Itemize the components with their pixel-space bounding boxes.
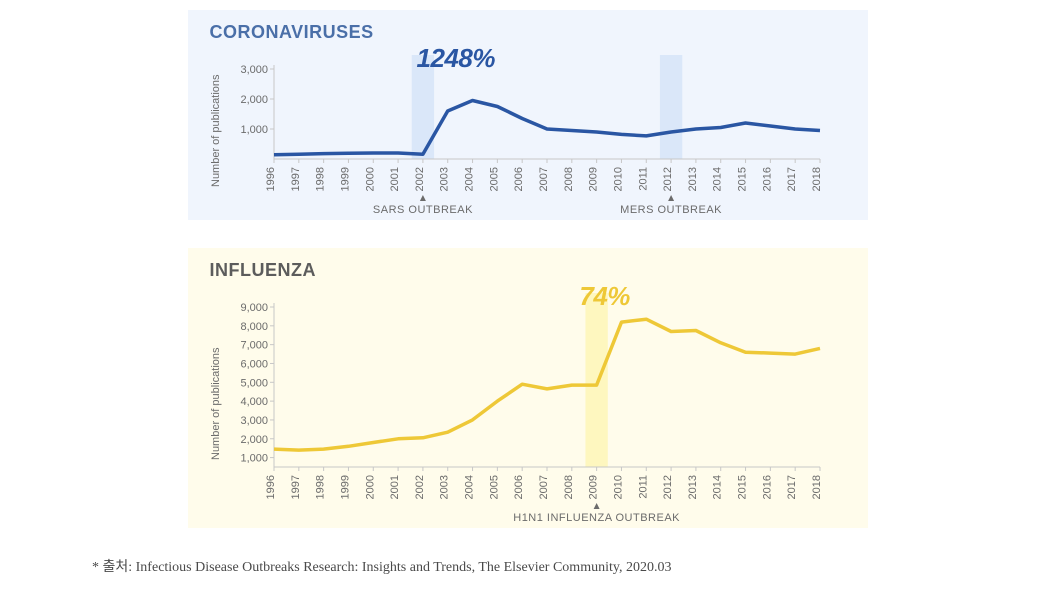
x-tick-label: 2011 <box>637 475 649 499</box>
y-tick-label: 3,000 <box>240 415 268 427</box>
x-tick-label: 1998 <box>314 475 326 499</box>
x-tick-label: 2012 <box>662 167 674 191</box>
event-label: H1N1 INFLUENZA OUTBREAK <box>513 512 680 523</box>
event-label: SARS OUTBREAK <box>372 204 472 215</box>
x-tick-label: 2018 <box>811 167 823 191</box>
data-line <box>274 101 820 155</box>
x-tick-label: 1996 <box>265 167 277 191</box>
influenza-ylabel: Number of publications <box>210 285 222 523</box>
x-tick-label: 2005 <box>488 167 500 191</box>
x-tick-label: 2003 <box>438 167 450 191</box>
x-tick-label: 2018 <box>811 475 823 499</box>
callout-percent: 74% <box>579 285 630 311</box>
x-tick-label: 2016 <box>761 475 773 499</box>
x-tick-label: 2014 <box>711 475 723 499</box>
x-tick-label: 2013 <box>686 475 698 499</box>
y-tick-label: 1,000 <box>240 453 268 465</box>
x-tick-label: 2013 <box>686 167 698 191</box>
x-tick-label: 2011 <box>637 167 649 191</box>
x-tick-label: 2015 <box>736 475 748 499</box>
coronaviruses-title: CORONAVIRUSES <box>210 22 846 43</box>
highlight-band <box>659 55 681 159</box>
x-tick-label: 1996 <box>265 475 277 499</box>
x-tick-label: 2014 <box>711 167 723 191</box>
data-line <box>274 319 820 450</box>
x-tick-label: 1997 <box>289 167 301 191</box>
x-tick-label: 2009 <box>587 167 599 191</box>
x-tick-label: 2008 <box>562 475 574 499</box>
y-tick-label: 2,000 <box>240 94 268 106</box>
x-tick-label: 2012 <box>662 475 674 499</box>
x-tick-label: 2010 <box>612 167 624 191</box>
event-arrow-icon <box>593 503 599 509</box>
coronaviruses-panel: CORONAVIRUSES Number of publications 1,0… <box>188 10 868 220</box>
y-tick-label: 2,000 <box>240 434 268 446</box>
x-tick-label: 2017 <box>786 167 798 191</box>
y-tick-label: 7,000 <box>240 340 268 352</box>
x-tick-label: 2009 <box>587 475 599 499</box>
x-tick-label: 2000 <box>364 167 376 191</box>
x-tick-label: 2004 <box>463 475 475 499</box>
y-tick-label: 6,000 <box>240 358 268 370</box>
influenza-title: INFLUENZA <box>210 260 846 281</box>
x-tick-label: 2001 <box>389 475 401 499</box>
x-tick-label: 2006 <box>513 475 525 499</box>
x-tick-label: 2007 <box>538 475 550 499</box>
y-tick-label: 5,000 <box>240 377 268 389</box>
x-tick-label: 2010 <box>612 475 624 499</box>
x-tick-label: 2002 <box>413 475 425 499</box>
y-tick-label: 3,000 <box>240 64 268 76</box>
highlight-band <box>585 293 607 467</box>
x-tick-label: 2016 <box>761 167 773 191</box>
coronaviruses-ylabel: Number of publications <box>210 47 222 215</box>
event-arrow-icon <box>419 195 425 201</box>
y-tick-label: 9,000 <box>240 302 268 314</box>
x-tick-label: 2007 <box>538 167 550 191</box>
x-tick-label: 2017 <box>786 475 798 499</box>
x-tick-label: 1999 <box>339 167 351 191</box>
plot-corona-svg: 1,000 2,000 3,000 1996 1997 1998 1999 2000 2001 2… <box>228 47 828 215</box>
x-tick-label: 1998 <box>314 167 326 191</box>
source-note: * 출처: Infectious Disease Outbreaks Resea… <box>92 556 1055 576</box>
influenza-plot-wrap: Number of publications 1,000 2,000 3,000 4,… <box>210 285 846 523</box>
y-tick-label: 8,000 <box>240 321 268 333</box>
x-tick-label: 2002 <box>413 167 425 191</box>
x-tick-label: 2015 <box>736 167 748 191</box>
coronaviruses-plot-wrap: Number of publications 1,000 2,000 3,000 19… <box>210 47 846 215</box>
event-label: MERS OUTBREAK <box>620 204 722 215</box>
x-tick-label: 2005 <box>488 475 500 499</box>
x-tick-label: 1997 <box>289 475 301 499</box>
y-tick-label: 4,000 <box>240 396 268 408</box>
x-tick-label: 2001 <box>389 167 401 191</box>
influenza-panel: INFLUENZA Number of publications 1,000 2,… <box>188 248 868 528</box>
plot-flu-svg: 1,000 2,000 3,000 4,000 5,000 6,000 7,000 8,000… <box>228 285 828 523</box>
influenza-plot: 1,000 2,000 3,000 4,000 5,000 6,000 7,000 8,000… <box>228 285 846 523</box>
x-tick-label: 2008 <box>562 167 574 191</box>
x-tick-label: 2000 <box>364 475 376 499</box>
y-tick-label: 1,000 <box>240 124 268 136</box>
event-arrow-icon <box>668 195 674 201</box>
x-tick-label: 1999 <box>339 475 351 499</box>
callout-percent: 1248% <box>416 47 495 73</box>
x-tick-label: 2006 <box>513 167 525 191</box>
x-tick-label: 2003 <box>438 475 450 499</box>
x-tick-label: 2004 <box>463 167 475 191</box>
coronaviruses-plot: 1,000 2,000 3,000 1996 1997 1998 1999 2000 2001 2… <box>228 47 846 215</box>
